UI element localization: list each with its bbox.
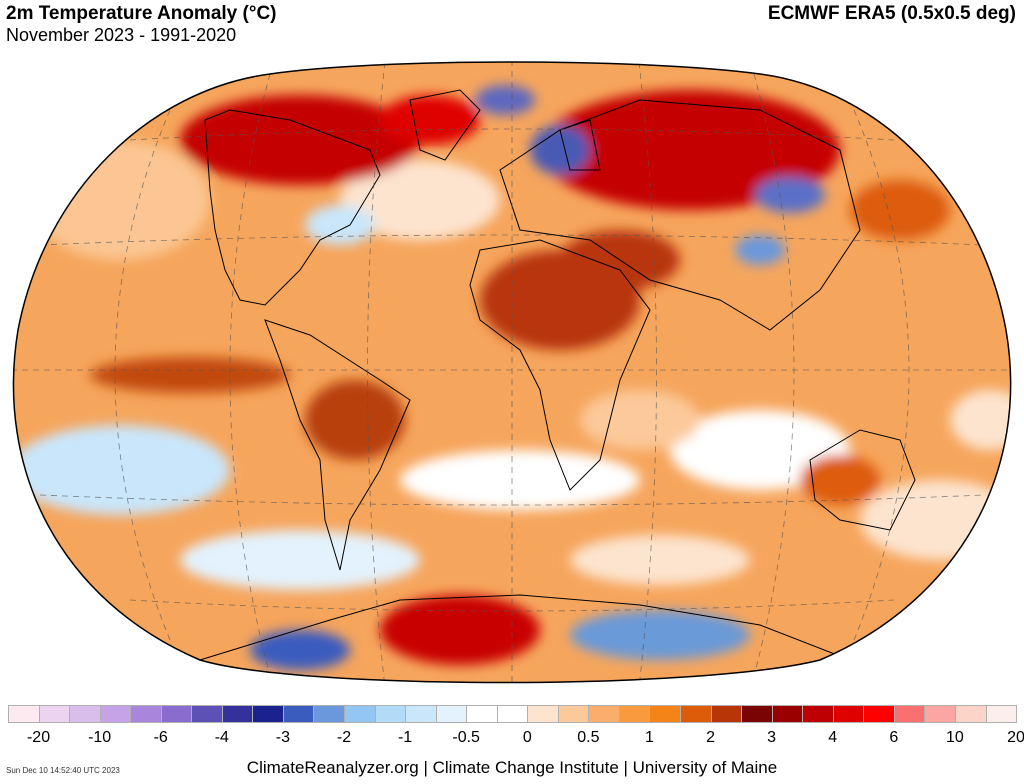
color-legend xyxy=(8,705,1018,723)
legend-swatch xyxy=(8,705,40,723)
legend-swatch xyxy=(557,705,590,723)
east-pacific-band-warm xyxy=(90,357,290,393)
legend-swatch xyxy=(741,705,773,723)
legend-tick-label: -6 xyxy=(153,729,168,746)
legend-swatch xyxy=(405,705,437,723)
legend-swatch xyxy=(954,705,987,723)
legend-swatch xyxy=(832,705,865,723)
legend-tick-label: -10 xyxy=(88,729,112,746)
legend-swatch xyxy=(649,705,682,723)
legend-swatch xyxy=(985,705,1018,723)
globe-outline xyxy=(12,61,1012,684)
canada-arctic-warm xyxy=(180,95,420,185)
legend-swatch xyxy=(618,705,651,723)
legend-tick-label: 10 xyxy=(946,729,964,746)
scandinavia-cold xyxy=(530,125,590,175)
legend-tick-labels: -20 -10 -6 -4 -3 -2 -1 -0.5 0 0.5 1 2 3 4 6 10 20 xyxy=(0,729,1024,749)
legend-swatch xyxy=(863,705,895,723)
legend-tick-label: 4 xyxy=(828,729,838,746)
legend-swatch xyxy=(680,705,712,723)
legend-tick-label: 6 xyxy=(889,729,899,746)
legend-tick-label: -20 xyxy=(26,729,51,746)
legend-swatch xyxy=(374,705,407,723)
legend-tick-label: -1 xyxy=(397,729,413,746)
legend-swatch xyxy=(710,705,743,723)
timestamp: Sun Dec 10 14:52:40 UTC 2023 xyxy=(6,766,120,775)
legend-tick-label: 3 xyxy=(767,729,777,746)
legend-swatch xyxy=(924,705,956,723)
legend-tick-label: -3 xyxy=(275,729,291,746)
legend-swatch xyxy=(282,705,315,723)
legend-swatch xyxy=(130,705,162,723)
legend-swatch xyxy=(99,705,132,723)
data-source: ECMWF ERA5 (0.5x0.5 deg) xyxy=(767,3,1016,24)
legend-swatch xyxy=(221,705,254,723)
legend-swatch xyxy=(252,705,284,723)
legend-swatch xyxy=(527,705,559,723)
legend-swatch xyxy=(344,705,376,723)
legend-swatch xyxy=(313,705,346,723)
central-asia-siberia-warm xyxy=(540,90,840,210)
legend-swatch xyxy=(588,705,620,723)
graticule xyxy=(13,62,1011,683)
legend-swatch xyxy=(38,705,71,723)
legend-swatch xyxy=(893,705,926,723)
greenland-cold xyxy=(475,85,535,115)
legend-tick-label: -2 xyxy=(336,729,352,746)
legend-tick-label: -0.5 xyxy=(452,729,480,746)
coastlines xyxy=(199,89,916,661)
legend-tick-label: 0.5 xyxy=(577,729,600,746)
legend-tick-label: 2 xyxy=(706,729,715,746)
map-subtitle: November 2023 - 1991-2020 xyxy=(6,25,237,45)
east-antarctica-cold xyxy=(570,610,750,660)
temperature-anomaly-map xyxy=(12,61,1012,684)
legend-swatch xyxy=(771,705,804,723)
legend-swatch xyxy=(466,705,498,723)
legend-swatch xyxy=(191,705,223,723)
anomaly-field xyxy=(13,62,1011,683)
legend-tick-label: 20 xyxy=(1007,729,1024,746)
legend-swatch xyxy=(160,705,193,723)
antarctic-weddell-warm xyxy=(380,595,540,665)
legend-swatch xyxy=(802,705,834,723)
map-title: 2m Temperature Anomaly (°C) xyxy=(6,3,277,24)
south-america-warm xyxy=(305,380,405,460)
legend-tick-label: 0 xyxy=(522,729,532,746)
central-asia-cold xyxy=(755,177,825,213)
legend-swatch xyxy=(496,705,529,723)
legend-swatch xyxy=(435,705,468,723)
legend-swatch xyxy=(69,705,101,723)
credit-line: ClimateReanalyzer.org | Climate Change I… xyxy=(246,758,778,777)
legend-tick-label: 1 xyxy=(645,729,654,746)
legend-tick-label: -4 xyxy=(214,729,229,746)
